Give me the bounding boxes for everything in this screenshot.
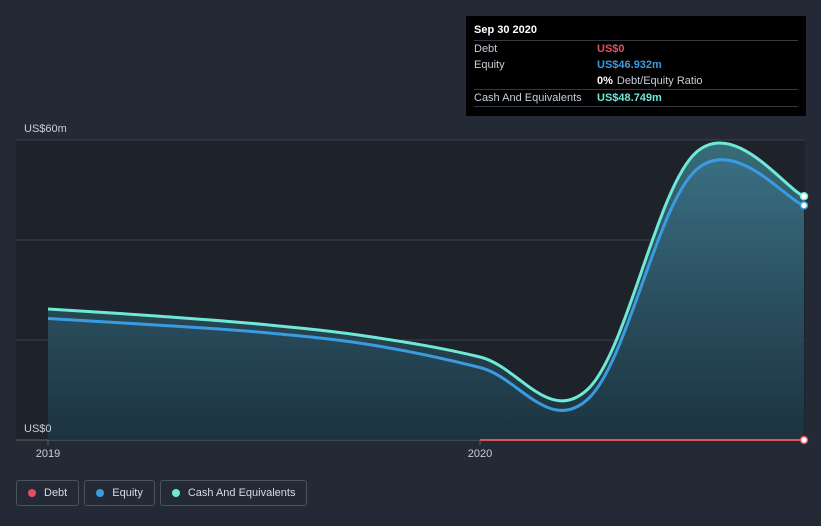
tooltip-date: Sep 30 2020 <box>474 24 537 36</box>
legend-item-cash[interactable]: Cash And Equivalents <box>159 480 308 506</box>
legend-cash-label: Cash And Equivalents <box>187 487 296 499</box>
data-tooltip: Sep 30 2020 Debt US$0 Equity US$46.932m … <box>466 16 806 116</box>
tooltip-ratio-value: 0% <box>597 75 613 87</box>
tooltip-debt-value: US$0 <box>597 43 625 55</box>
debt-end-marker <box>799 435 809 445</box>
equity-line <box>47 158 805 412</box>
tooltip-equity-value: US$46.932m <box>597 59 662 71</box>
tooltip-cash-label: Cash And Equivalents <box>474 92 582 104</box>
tooltip-debt-label: Debt <box>474 43 498 55</box>
tooltip-row-debt: Debt US$0 <box>474 40 798 57</box>
tooltip-row-cash: Cash And Equivalents US$48.749m <box>474 89 798 106</box>
cash-and-equivalents-line <box>47 141 805 403</box>
chart-legend: Debt Equity Cash And Equivalents <box>16 480 308 506</box>
legend-item-equity[interactable]: Equity <box>84 480 155 506</box>
legend-item-debt[interactable]: Debt <box>16 480 80 506</box>
y-tick-label-min: US$0 <box>24 423 52 435</box>
y-tick-label-max: US$60m <box>24 123 67 135</box>
legend-debt-label: Debt <box>44 487 68 499</box>
equity-area <box>48 159 804 440</box>
legend-equity-label: Equity <box>112 487 143 499</box>
x-tick-label-2020: 2020 <box>468 448 492 460</box>
tooltip-equity-label: Equity <box>474 59 505 71</box>
cash-dot-icon <box>171 489 180 497</box>
tooltip-row-equity: Equity US$46.932m <box>474 57 798 73</box>
tooltip-ratio-label: Debt/Equity Ratio <box>616 75 703 87</box>
series-areas <box>48 142 804 441</box>
tooltip-cash-value: US$48.749m <box>597 92 662 104</box>
equity-end-marker <box>799 201 809 210</box>
equity-dot-icon <box>96 489 105 497</box>
series-lines <box>47 141 805 441</box>
cash-and-equivalents-end-marker <box>799 192 809 201</box>
series-end-markers <box>799 192 809 445</box>
x-tick-label-2019: 2019 <box>36 448 60 460</box>
debt-dot-icon <box>28 489 36 497</box>
x-axis-ticks: 2019 2020 <box>36 440 492 460</box>
tooltip-row-ratio: 0% Debt/Equity Ratio <box>474 73 798 89</box>
